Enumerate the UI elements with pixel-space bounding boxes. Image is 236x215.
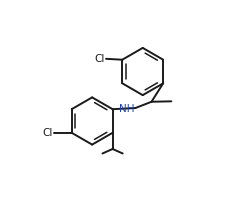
Text: NH: NH [119,104,135,114]
Text: Cl: Cl [42,128,53,138]
Text: Cl: Cl [94,54,105,64]
